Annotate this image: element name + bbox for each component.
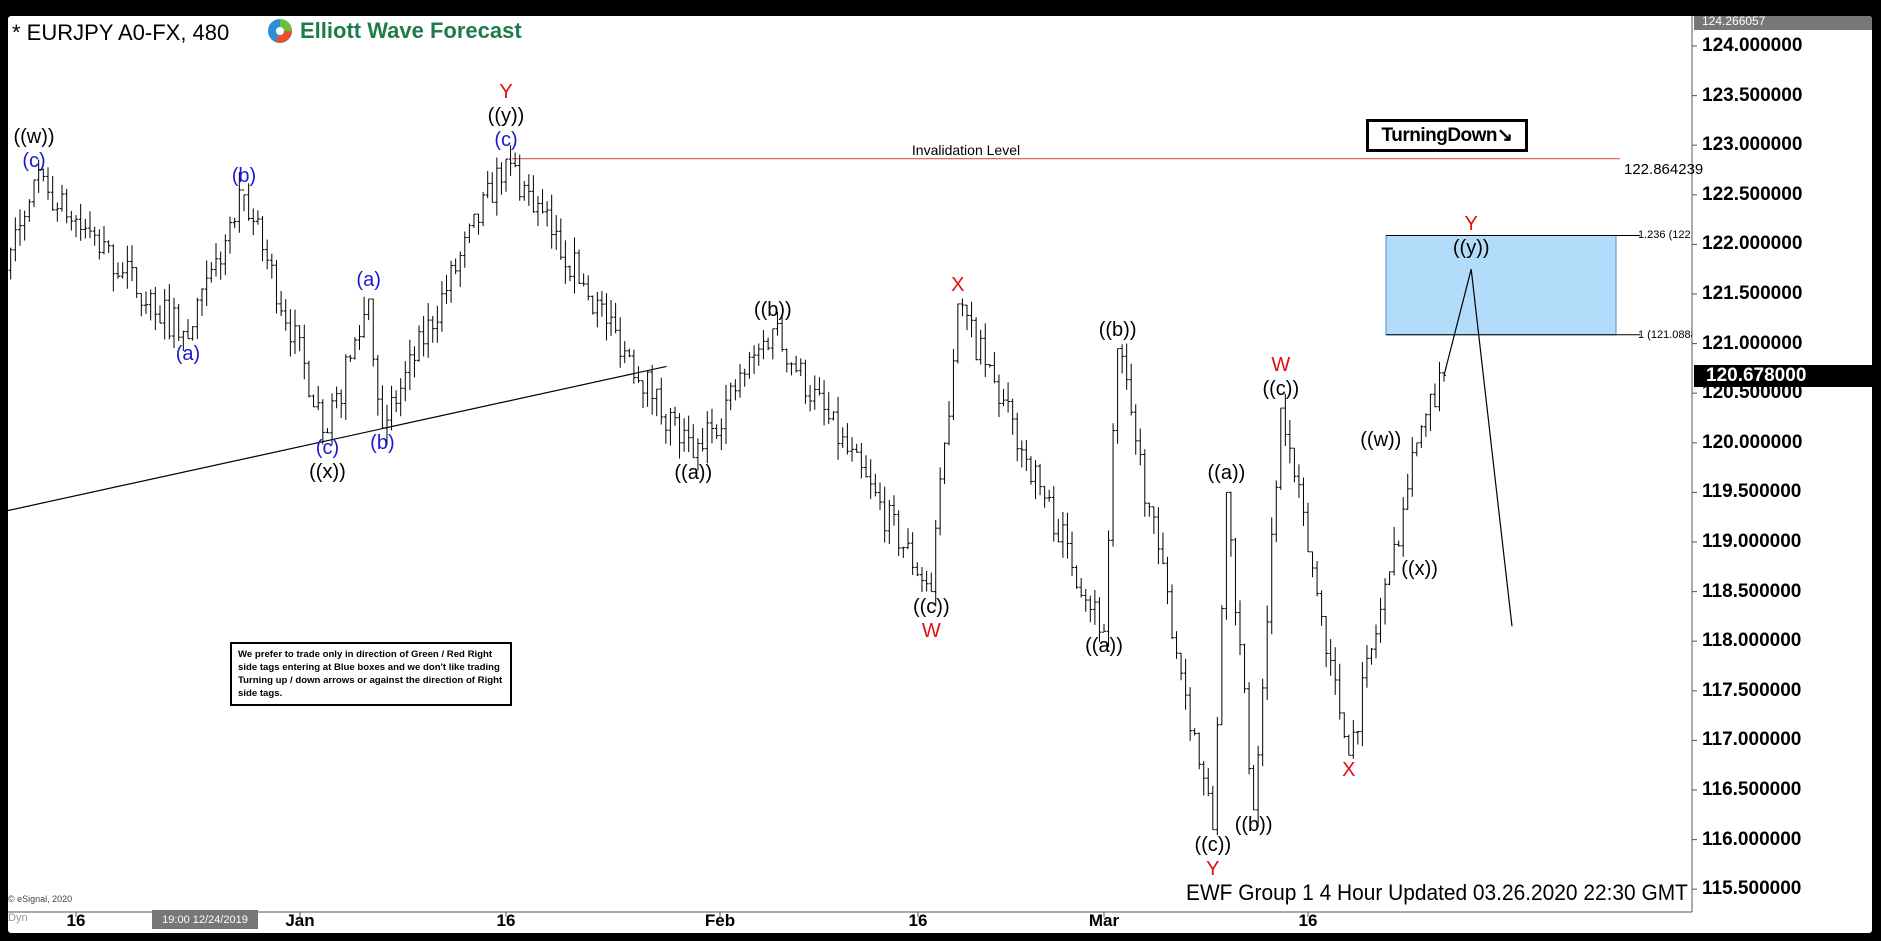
update-text: EWF Group 1 4 Hour Updated 03.26.2020 22… (1186, 880, 1688, 905)
wave-label: (a) (175, 342, 201, 365)
y-tick-label: 124.000000 (1702, 35, 1803, 56)
wave-label: ((x)) (309, 460, 346, 483)
wave-label: Y (1464, 213, 1478, 236)
blue-box-target-zone (1385, 234, 1617, 336)
y-tick-label: 119.000000 (1702, 531, 1802, 552)
cursor-date-tag: 19:00 12/24/2019 (152, 910, 258, 929)
y-tick-label: 121.000000 (1702, 332, 1803, 354)
y-tick-label: 117.500000 (1702, 679, 1802, 701)
wave-label: ((y)) (487, 105, 525, 128)
logo-text: Elliott Wave Forecast (300, 18, 522, 43)
trendline (8, 365, 667, 512)
axis-top-value: 124.266057 (1694, 16, 1872, 30)
symbol-title: * EURJPY A0-FX, 480 (12, 20, 230, 45)
y-tick-label: 116.000000 (1702, 828, 1802, 850)
wave-label: X (1342, 759, 1356, 782)
x-tick-label: 16 (66, 911, 86, 930)
wave-label: W (921, 619, 941, 642)
y-tick-label: 117.000000 (1702, 729, 1802, 751)
y-tick-label: 119.500000 (1702, 481, 1802, 503)
dyn-toggle[interactable]: Dyn (8, 912, 28, 924)
wave-label: ((b)) (1098, 318, 1137, 341)
wave-label: ((a)) (1085, 635, 1123, 658)
y-tick-label: 118.000000 (1702, 630, 1802, 652)
y-tick-label: 123.000000 (1702, 134, 1803, 156)
x-tick-label: Feb (704, 911, 736, 930)
arrow-down-right-icon: ↘ (1497, 125, 1513, 146)
y-tick-label: 118.500000 (1702, 580, 1802, 602)
x-tick-label: Mar (1088, 911, 1120, 930)
wave-label: (c) (22, 149, 46, 172)
invalidation-label: Invalidation Level (911, 141, 1021, 158)
y-tick-label: 122.000000 (1702, 233, 1803, 255)
x-tick-label: 16 (908, 911, 928, 930)
wave-label: ((w)) (13, 125, 55, 148)
logo: Elliott Wave Forecast (260, 16, 528, 46)
y-tick-label: 121.500000 (1702, 283, 1803, 304)
price-chart[interactable] (8, 16, 1872, 933)
wave-label: (a) (356, 268, 381, 291)
last-price-tag: 120.678000 (1694, 364, 1872, 387)
y-tick-label: 120.000000 (1702, 431, 1803, 453)
wave-label: W (1271, 354, 1291, 377)
y-tick-label: 122.500000 (1702, 183, 1803, 205)
chart-window: * EURJPY A0-FX, 480 Elliott Wave Forecas… (8, 16, 1872, 933)
x-tick-label: 16 (1298, 911, 1318, 930)
wave-label: ((c)) (912, 595, 950, 618)
y-tick-label: 116.500000 (1702, 779, 1802, 800)
wave-label: Y (499, 81, 513, 104)
copyright: © eSignal, 2020 (8, 894, 73, 904)
disclaimer-box: We prefer to trade only in direction of … (230, 642, 512, 706)
wave-label: ((c)) (1194, 833, 1232, 856)
turning-down-badge: TurningDown ↘ (1366, 119, 1528, 152)
logo-icon (268, 19, 292, 43)
wave-label: ((c)) (1262, 378, 1300, 401)
fib-1-label: 1 (121.08885 (1638, 328, 1692, 341)
wave-label: (b) (370, 431, 395, 454)
projection-path (1443, 269, 1513, 627)
wave-label: X (951, 273, 965, 296)
y-tick-label: 123.500000 (1702, 84, 1803, 106)
wave-label: ((a)) (1207, 462, 1246, 485)
wave-label: ((y)) (1452, 237, 1490, 260)
y-tick-label: 120.500000 (1702, 382, 1803, 404)
invalidation-value: 122.864239 (1624, 160, 1704, 178)
wave-label: ((a)) (674, 461, 713, 484)
badge-label: TurningDown (1381, 124, 1498, 146)
x-tick-label: 16 (496, 911, 516, 930)
x-tick-label: Jan (285, 911, 315, 930)
wave-label: (c) (494, 129, 518, 152)
wave-label: Y (1206, 857, 1220, 880)
fib-1236-label-clip: 1.236 (122.09 (1638, 227, 1692, 243)
wave-label: ((b)) (1234, 813, 1273, 836)
fib-1-label-clip: 1 (121.08885 (1638, 327, 1692, 343)
fib-1236-label: 1.236 (122.09 (1638, 229, 1692, 242)
wave-label: ((w)) (1360, 428, 1402, 451)
y-tick-label: 115.500000 (1702, 878, 1802, 900)
wave-label: (b) (231, 164, 257, 187)
wave-label: ((x)) (1401, 557, 1438, 580)
wave-label: ((b)) (753, 298, 792, 321)
wave-label: (c) (315, 436, 340, 459)
